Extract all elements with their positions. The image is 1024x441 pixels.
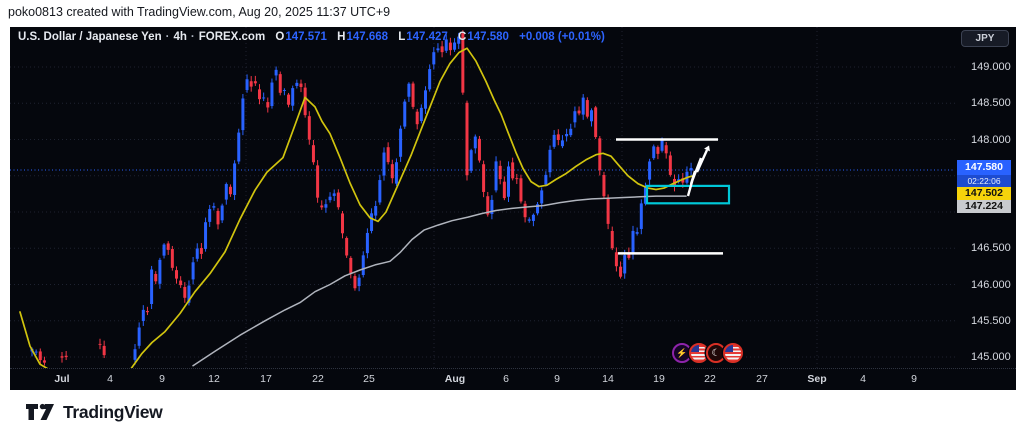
time-axis[interactable]: Jul 4 9 12 17 22 25 Aug 6 9 14 19 22 27 Sep 4 9: [10, 368, 1016, 390]
tradingview-brand-text[interactable]: TradingView: [63, 401, 163, 422]
time-tick-19: 19: [653, 373, 665, 385]
time-tick-27: 27: [756, 373, 768, 385]
high-label: H: [337, 31, 346, 43]
chart-widget: U.S. Dollar / Japanese Yen · 4h · FOREX.com …: [10, 27, 1016, 390]
price-label-146.000: 146.000: [971, 278, 1011, 291]
time-tick-17: 17: [260, 373, 272, 385]
price-label-148.500: 148.500: [971, 97, 1011, 110]
symbol-title: U.S. Dollar / Japanese Yen: [18, 31, 162, 43]
exchange-label: FOREX.com: [198, 31, 266, 43]
change-value: +0.008 (+0.01%): [519, 31, 605, 43]
bar-countdown-badge: 02:22:06: [957, 175, 1011, 187]
candlestick-chart[interactable]: [10, 27, 1016, 390]
attribution-text: poko0813 created with TradingView.com, A…: [8, 5, 391, 19]
last-price-badge: 147.580: [957, 160, 1011, 175]
price-label-145.500: 145.500: [971, 314, 1011, 327]
price-axis[interactable]: JPY 149.000 148.500 148.000 146.500 146.000 1…: [955, 27, 1016, 368]
currency-button[interactable]: JPY: [961, 30, 1009, 47]
open-label: O: [275, 31, 285, 43]
time-tick-4: 4: [107, 373, 113, 385]
time-tick-Sep: Sep: [807, 373, 827, 385]
price-label-148.000: 148.000: [971, 133, 1011, 146]
time-tick-25: 25: [363, 373, 375, 385]
footer: TradingView: [25, 400, 163, 424]
separator: ·: [165, 31, 170, 43]
economic-event-markers[interactable]: ⚡ ☾: [672, 343, 743, 363]
separator: ·: [190, 31, 195, 43]
time-tick-Jul: Jul: [54, 373, 70, 385]
time-tick-22: 22: [704, 373, 716, 385]
interval-label: 4h: [173, 31, 187, 43]
ma-fast-price-badge: 147.502: [957, 187, 1011, 200]
time-tick-4: 4: [860, 373, 866, 385]
us-flag-icon[interactable]: [723, 343, 743, 363]
price-label-146.500: 146.500: [971, 242, 1011, 255]
time-tick-6: 6: [503, 373, 509, 385]
chart-legend[interactable]: U.S. Dollar / Japanese Yen · 4h · FOREX.com …: [18, 31, 605, 43]
price-label-149.000: 149.000: [971, 61, 1011, 73]
time-tick-9: 9: [554, 373, 560, 385]
time-tick-22: 22: [312, 373, 324, 385]
low-value: 147.427: [406, 31, 448, 43]
tradingview-logo-icon[interactable]: [25, 400, 55, 424]
time-tick-9: 9: [911, 373, 917, 385]
price-label-145.000: 145.000: [971, 351, 1011, 363]
low-label: L: [398, 31, 406, 43]
open-value: 147.571: [285, 31, 327, 43]
time-tick-Aug: Aug: [444, 373, 466, 385]
time-tick-12: 12: [208, 373, 220, 385]
time-tick-14: 14: [602, 373, 614, 385]
close-value: 147.580: [467, 31, 509, 43]
time-tick-9: 9: [159, 373, 165, 385]
high-value: 147.668: [346, 31, 389, 43]
close-label: C: [458, 31, 467, 43]
ma-slow-price-badge: 147.224: [957, 200, 1011, 213]
